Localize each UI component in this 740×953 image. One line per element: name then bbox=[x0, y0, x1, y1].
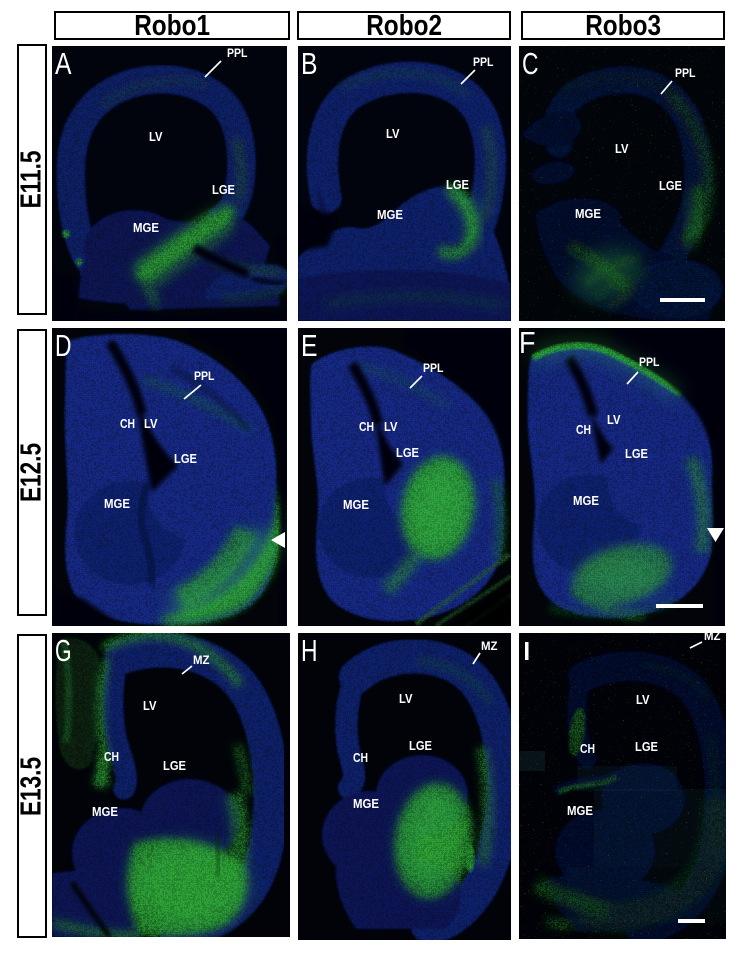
svg-text:LGE: LGE bbox=[625, 446, 648, 461]
svg-text:LV: LV bbox=[143, 698, 157, 713]
svg-text:LGE: LGE bbox=[396, 445, 419, 460]
svg-text:LGE: LGE bbox=[635, 739, 658, 754]
svg-text:PPL: PPL bbox=[675, 68, 696, 80]
svg-text:PPL: PPL bbox=[423, 363, 444, 375]
svg-text:LGE: LGE bbox=[446, 177, 469, 192]
svg-text:MGE: MGE bbox=[377, 207, 403, 222]
svg-text:MGE: MGE bbox=[567, 803, 593, 818]
svg-text:LGE: LGE bbox=[163, 758, 186, 773]
svg-text:MGE: MGE bbox=[133, 220, 159, 235]
svg-text:F: F bbox=[519, 328, 536, 360]
svg-text:D: D bbox=[55, 328, 72, 363]
svg-text:LV: LV bbox=[149, 129, 163, 144]
svg-text:MGE: MGE bbox=[353, 796, 379, 811]
svg-text:MZ: MZ bbox=[704, 633, 721, 643]
svg-text:MGE: MGE bbox=[343, 497, 369, 512]
svg-text:LV: LV bbox=[144, 416, 158, 431]
svg-text:PPL: PPL bbox=[639, 357, 660, 369]
svg-text:PPL: PPL bbox=[227, 48, 248, 60]
svg-text:LV: LV bbox=[384, 419, 398, 434]
svg-text:C: C bbox=[522, 46, 539, 81]
svg-text:LV: LV bbox=[615, 141, 629, 156]
svg-text:LV: LV bbox=[386, 126, 400, 141]
svg-text:PPL: PPL bbox=[194, 371, 215, 383]
svg-text:LV: LV bbox=[399, 691, 413, 706]
svg-text:MGE: MGE bbox=[92, 804, 118, 819]
svg-text:H: H bbox=[301, 633, 318, 668]
svg-text:MZ: MZ bbox=[193, 655, 210, 667]
svg-text:LGE: LGE bbox=[409, 738, 432, 753]
svg-text:PPL: PPL bbox=[473, 57, 494, 69]
svg-text:MZ: MZ bbox=[481, 641, 498, 653]
svg-text:E: E bbox=[301, 328, 318, 363]
svg-text:MGE: MGE bbox=[573, 493, 599, 508]
svg-text:LV: LV bbox=[636, 692, 650, 707]
svg-text:MGE: MGE bbox=[104, 496, 130, 511]
svg-text:CH: CH bbox=[353, 750, 368, 765]
svg-text:CH: CH bbox=[120, 416, 135, 431]
svg-text:B: B bbox=[301, 46, 318, 81]
svg-text:LV: LV bbox=[607, 412, 621, 427]
svg-text:MGE: MGE bbox=[575, 206, 601, 221]
svg-text:CH: CH bbox=[359, 419, 374, 434]
svg-text:A: A bbox=[55, 46, 72, 81]
svg-text:CH: CH bbox=[576, 422, 591, 437]
svg-text:G: G bbox=[55, 633, 72, 668]
svg-text:CH: CH bbox=[104, 749, 119, 764]
svg-text:LGE: LGE bbox=[212, 182, 235, 197]
svg-text:LGE: LGE bbox=[659, 178, 682, 193]
svg-text:LGE: LGE bbox=[174, 451, 197, 466]
svg-text:CH: CH bbox=[580, 741, 595, 756]
